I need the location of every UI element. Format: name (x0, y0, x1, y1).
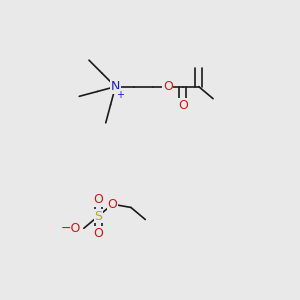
Text: −O: −O (61, 222, 82, 235)
Text: O: O (108, 198, 117, 211)
Text: S: S (94, 210, 102, 223)
Text: N: N (111, 80, 120, 93)
Text: O: O (163, 80, 173, 93)
Text: O: O (93, 193, 103, 206)
Text: O: O (93, 226, 103, 240)
Text: +: + (116, 90, 124, 100)
Text: O: O (178, 99, 188, 112)
